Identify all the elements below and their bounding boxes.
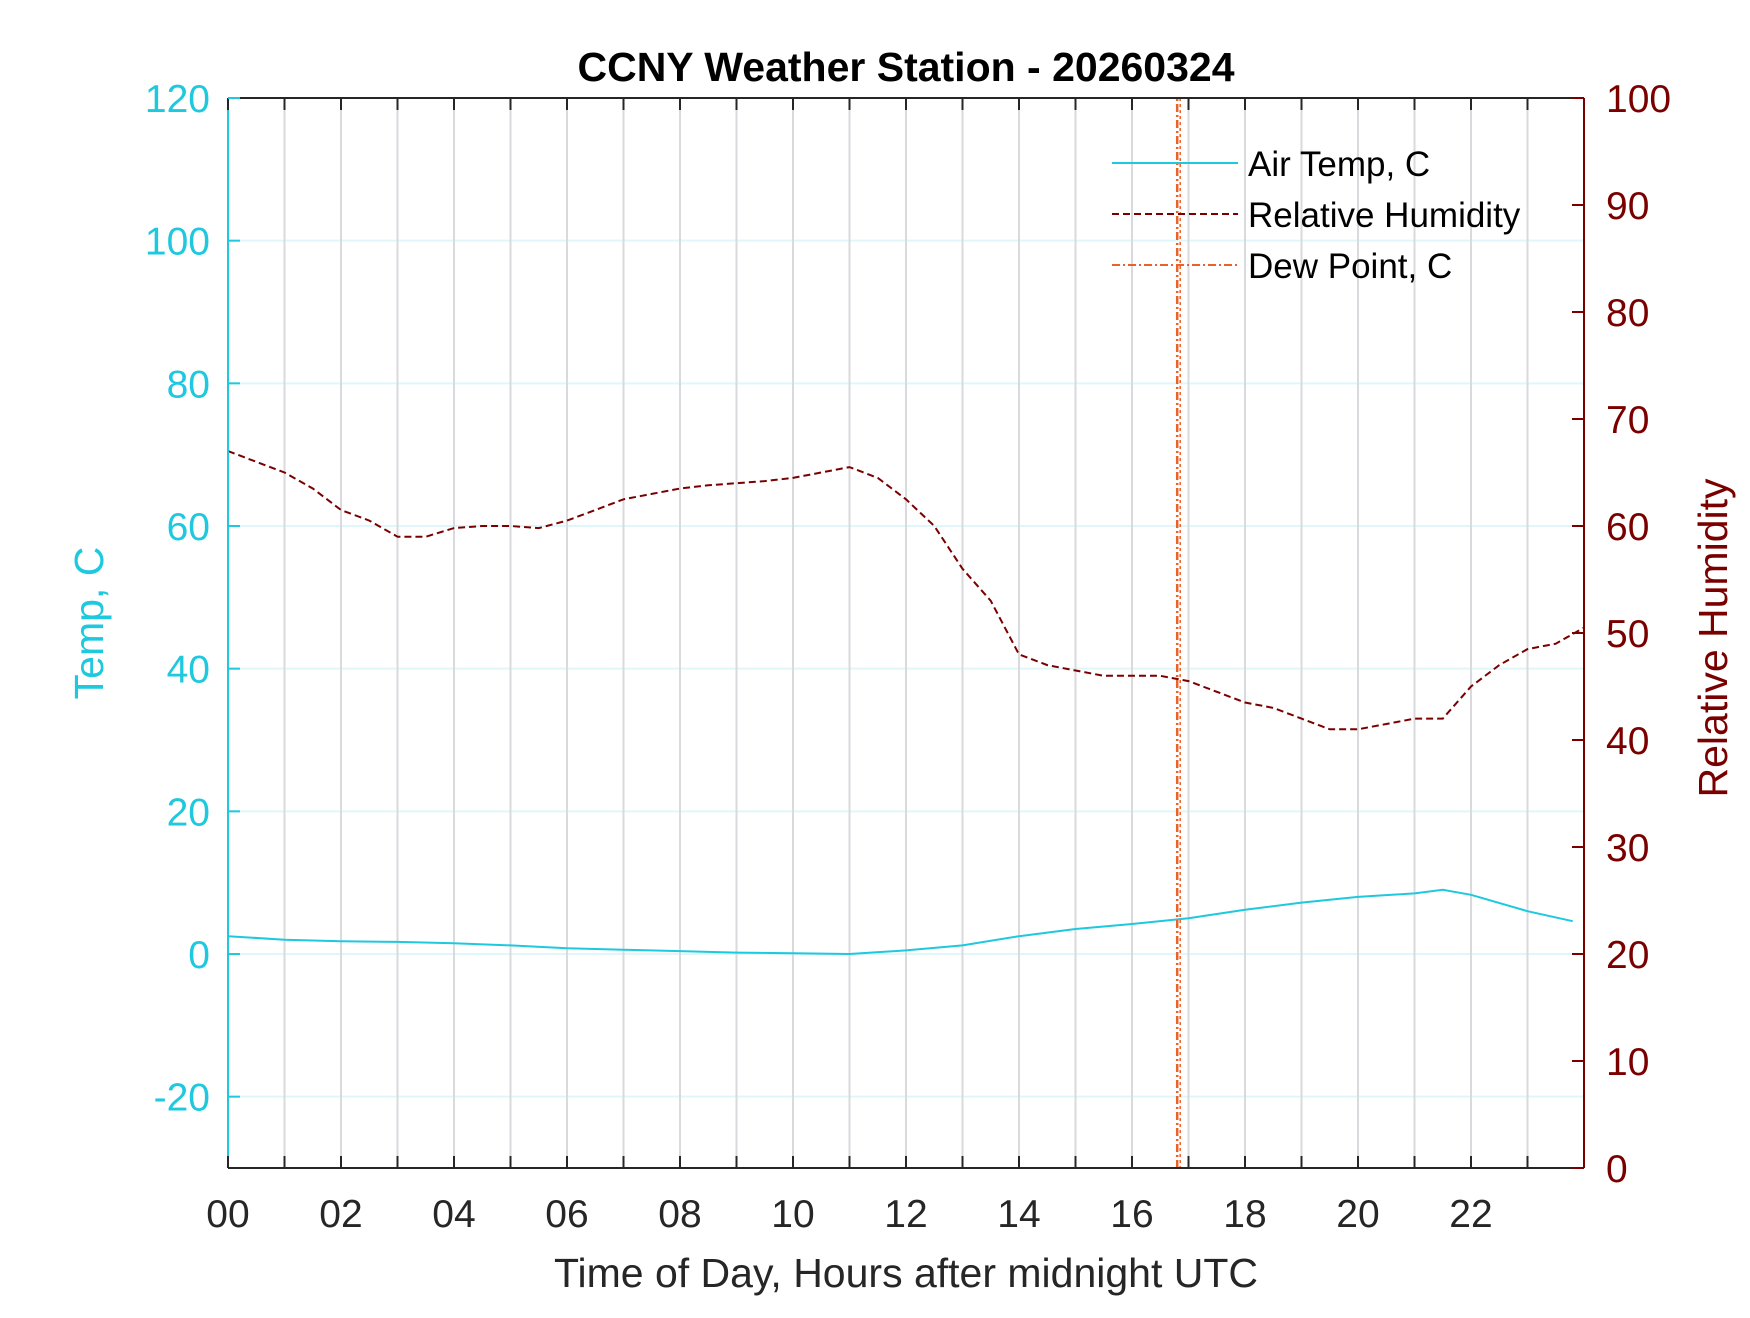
y-left-tick-label: -20 — [154, 1077, 210, 1120]
legend-entry-3: Dew Point, C — [1248, 247, 1452, 286]
y-right-tick-label: 100 — [1606, 78, 1671, 121]
y-right-tick-label: 30 — [1606, 827, 1649, 870]
y-left-tick-label: 40 — [167, 649, 210, 692]
x-tick-label: 08 — [658, 1193, 701, 1236]
x-tick-label: 04 — [432, 1193, 475, 1236]
y-right-tick-label: 20 — [1606, 934, 1649, 977]
y-right-tick-label: 0 — [1606, 1148, 1628, 1191]
x-tick-label: 20 — [1336, 1193, 1379, 1236]
x-tick-label: 10 — [771, 1193, 814, 1236]
y-right-tick-label: 90 — [1606, 185, 1649, 228]
x-tick-label: 16 — [1110, 1193, 1153, 1236]
y-left-tick-label: 20 — [167, 791, 210, 834]
y-left-tick-label: 0 — [188, 934, 210, 977]
x-tick-label: 18 — [1223, 1193, 1266, 1236]
x-tick-label: 02 — [319, 1193, 362, 1236]
x-tick-label: 12 — [884, 1193, 927, 1236]
y-axis-left-label: Temp, C — [66, 547, 112, 700]
y-right-tick-label: 80 — [1606, 292, 1649, 335]
y-left-tick-label: 120 — [145, 78, 210, 121]
legend-entry-2: Relative Humidity — [1248, 196, 1521, 235]
x-tick-label: 06 — [545, 1193, 588, 1236]
y-right-tick-label: 10 — [1606, 1041, 1649, 1084]
y-left-tick-label: 100 — [145, 221, 210, 264]
y-left-tick-label: 80 — [167, 363, 210, 406]
y-axis-right-label: Relative Humidity — [1690, 478, 1736, 797]
y-right-tick-label: 60 — [1606, 506, 1649, 549]
y-right-tick-label: 70 — [1606, 399, 1649, 442]
y-right-tick-label: 50 — [1606, 613, 1649, 656]
x-axis-label: Time of Day, Hours after midnight UTC — [554, 1250, 1258, 1296]
chart-title: CCNY Weather Station - 20260324 — [577, 44, 1234, 90]
y-right-tick-label: 40 — [1606, 720, 1649, 763]
legend-entry-1: Air Temp, C — [1248, 145, 1430, 184]
y-left-tick-label: 60 — [167, 506, 210, 549]
x-tick-label: 14 — [997, 1193, 1040, 1236]
x-tick-label: 00 — [206, 1193, 249, 1236]
x-tick-label: 22 — [1449, 1193, 1492, 1236]
